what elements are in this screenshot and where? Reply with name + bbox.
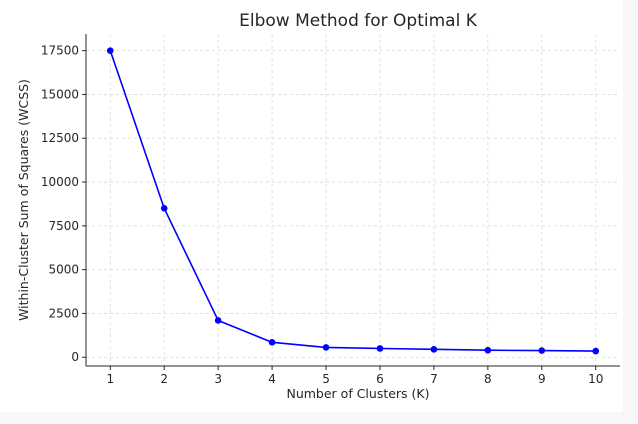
y-tick-label: 5000 <box>48 263 79 277</box>
wcss-data-point <box>430 346 438 353</box>
y-tick-label: 15000 <box>41 87 79 101</box>
chart-frame: 1 2 3 4 5 6 7 8 9 10 0 2500 5000 7500 10000 12500 15000 1… <box>16 11 620 401</box>
x-tick-label: 10 <box>588 372 603 386</box>
elbow-chart: 1 2 3 4 5 6 7 8 9 10 0 2500 5000 7500 10000 12500 15000 1… <box>16 11 620 401</box>
wcss-data-point <box>376 345 384 352</box>
wcss-data-point <box>268 339 276 346</box>
x-tick-label: 2 <box>160 372 168 386</box>
wcss-data-point <box>538 347 546 354</box>
x-tick-label: 5 <box>322 372 330 386</box>
y-tick-label: 2500 <box>48 306 79 320</box>
x-tick-label: 7 <box>430 372 438 386</box>
y-tick-label: 0 <box>71 350 79 364</box>
wcss-data-point <box>484 346 492 354</box>
y-tick-label: 7500 <box>48 219 79 233</box>
wcss-data-point <box>160 205 168 212</box>
y-tick-label: 10000 <box>41 175 79 189</box>
y-tick-label: 17500 <box>41 44 79 58</box>
x-axis-label: Number of Clusters (K) <box>286 386 429 401</box>
chart-title: Elbow Method for Optimal K <box>239 11 478 31</box>
x-tick-label: 6 <box>376 372 384 386</box>
grid-layer <box>86 34 620 366</box>
wcss-data-point <box>592 347 600 355</box>
x-tick-label: 8 <box>484 372 492 386</box>
x-tick-label: 4 <box>268 372 276 386</box>
axes-layer: 1 2 3 4 5 6 7 8 9 10 0 2500 5000 7500 10000 12500 15000 1… <box>41 34 620 386</box>
wcss-data-point <box>106 47 114 54</box>
wcss-data-point <box>322 344 330 351</box>
x-tick-label: 1 <box>106 372 114 386</box>
x-tick-label: 3 <box>214 372 222 386</box>
wcss-data-point <box>214 317 222 324</box>
y-axis-label: Within-Cluster Sum of Squares (WCSS) <box>16 79 31 321</box>
series-layer <box>106 47 600 355</box>
wcss-series-line <box>109 50 596 352</box>
x-tick-label: 9 <box>538 372 546 386</box>
y-tick-label: 12500 <box>41 131 79 145</box>
